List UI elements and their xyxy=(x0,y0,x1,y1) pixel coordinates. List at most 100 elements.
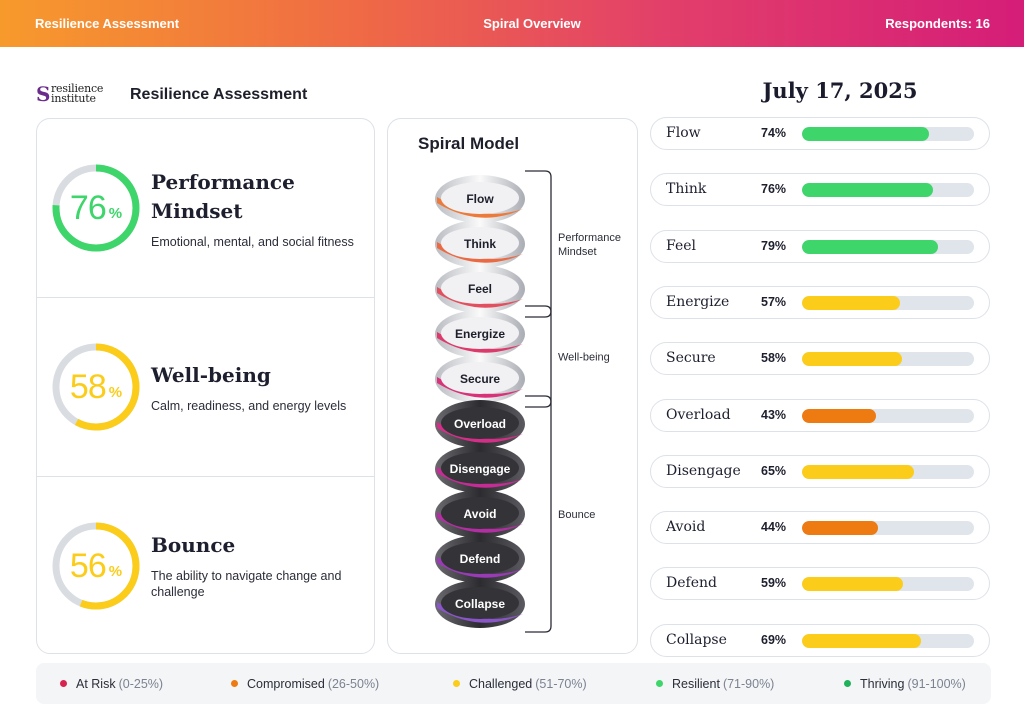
score-value: 56 xyxy=(69,546,107,585)
spiral-label: Avoid xyxy=(464,507,497,521)
score-name: Overload xyxy=(666,406,731,423)
score-percent: 57% xyxy=(761,294,787,309)
progress-fill xyxy=(802,239,938,254)
spiral-model-title: Spiral Model xyxy=(418,134,520,153)
progress-fill xyxy=(802,633,921,648)
progress-fill xyxy=(802,577,904,592)
score-name: Think xyxy=(666,181,707,198)
group-bracket xyxy=(525,395,552,633)
score-row-avoid: Avoid 44% xyxy=(650,511,990,545)
score-percent: 79% xyxy=(761,238,787,253)
spiral-ribbon xyxy=(437,512,523,533)
score-percent: 44% xyxy=(761,520,787,535)
group-label: Performance xyxy=(558,232,621,244)
score-name: Collapse xyxy=(666,631,727,648)
logo-text-line1: resilience xyxy=(51,82,104,95)
spiral-level-overload: Overload xyxy=(435,400,525,448)
spiral-face xyxy=(441,227,519,259)
progress-fill xyxy=(802,183,933,198)
spiral-model-card: Spiral Model Flow Think Feel Energize Secure… xyxy=(387,118,638,654)
score-row-disengage: Disengage 65% xyxy=(650,454,990,488)
score-row-flow: Flow 74% xyxy=(650,117,990,150)
category-summary-card: 76% Performance Mindset Emotional, mental… xyxy=(36,118,375,654)
progress-track xyxy=(802,577,974,592)
spiral-label: Secure xyxy=(460,372,500,386)
spiral-label: Energize xyxy=(455,327,505,341)
spiral-ribbon xyxy=(437,287,523,308)
progress-fill xyxy=(802,127,930,141)
spiral-level-disengage: Disengage xyxy=(435,445,525,493)
spiral-ribbon xyxy=(437,422,523,443)
progress-track xyxy=(802,295,974,310)
progress-track xyxy=(802,633,974,648)
legend-dot xyxy=(231,680,238,687)
progress-track xyxy=(802,464,974,479)
spiral-level-think: Think xyxy=(435,220,525,268)
legend-label: Resilient xyxy=(672,677,720,691)
score-percent: 58% xyxy=(761,351,787,366)
progress-track xyxy=(802,239,974,254)
progress-track xyxy=(802,352,974,367)
score-row-collapse: Collapse 69% xyxy=(650,623,990,657)
score-name: Disengage xyxy=(666,462,741,479)
percent-sign: % xyxy=(108,204,123,222)
percent-sign: % xyxy=(108,383,123,401)
spiral-ribbon xyxy=(437,242,523,263)
section-description-line: challenge xyxy=(151,585,205,599)
section-title: Bounce xyxy=(151,531,351,560)
legend-label: At Risk xyxy=(76,677,116,691)
section-description: Emotional, mental, and social fitness xyxy=(151,234,366,250)
score-name: Flow xyxy=(666,125,701,141)
spiral-face xyxy=(441,362,519,394)
section-description-line: Emotional, mental, and social fitness xyxy=(151,235,354,249)
legend-range: (26-50%) xyxy=(327,677,380,691)
spiral-label: Feel xyxy=(468,282,492,296)
score-percent: 74% xyxy=(761,126,787,140)
progress-track xyxy=(802,521,974,536)
section-title-line: Performance xyxy=(151,170,295,194)
spiral-ribbon xyxy=(437,332,523,353)
spiral-diagram: Flow Think Feel Energize Secure Overload Disen… xyxy=(435,170,621,633)
score-name: Avoid xyxy=(666,519,706,536)
legend: At Risk (0-25%) Compromised (26-50%) Chall… xyxy=(36,663,991,704)
score-row-overload: Overload 43% xyxy=(650,398,990,432)
section-title: Performance Mindset xyxy=(151,168,351,226)
progress-track xyxy=(802,127,974,141)
score-row-energize: Energize 57% xyxy=(650,285,990,319)
section-title: Well-being xyxy=(151,361,351,390)
group-label: Well-being xyxy=(558,352,610,364)
score-row-defend: Defend 59% xyxy=(650,567,990,601)
spiral-ribbon xyxy=(437,377,523,398)
spiral-ribbon xyxy=(437,467,523,488)
group-label: Bounce xyxy=(558,509,595,521)
spiral-label: Flow xyxy=(466,192,494,206)
progress-fill xyxy=(802,295,901,310)
progress-fill xyxy=(802,521,878,536)
section-title-line: Mindset xyxy=(151,199,243,223)
legend-range: (71-90%) xyxy=(722,677,775,691)
section-description: The ability to navigate change and challe… xyxy=(151,568,366,600)
score-row-think: Think 76% xyxy=(650,173,990,207)
score-percent: 59% xyxy=(761,576,787,591)
legend-label: Thriving xyxy=(860,677,905,691)
legend-label: Compromised xyxy=(247,677,325,691)
score-name: Defend xyxy=(666,575,717,592)
score-name: Feel xyxy=(666,237,696,254)
score-percent: 43% xyxy=(761,407,787,422)
spiral-face xyxy=(441,182,519,214)
spiral-face xyxy=(441,452,519,484)
spiral-level-flow: Flow xyxy=(435,175,525,223)
progress-fill xyxy=(802,464,914,479)
score-ring: 58% xyxy=(51,342,141,432)
score-name: Secure xyxy=(666,350,716,367)
spiral-label: Defend xyxy=(460,552,501,566)
spiral-face xyxy=(441,587,519,619)
spiral-label: Disengage xyxy=(450,462,511,476)
section-description: Calm, readiness, and energy levels xyxy=(151,398,366,414)
group-bracket xyxy=(525,170,552,318)
spiral-face xyxy=(441,542,519,574)
score-percent: 65% xyxy=(761,463,787,478)
spiral-level-energize: Energize xyxy=(435,310,525,358)
section-title-line: Bounce xyxy=(151,533,236,557)
resilience-institute-logo: S resilience institute xyxy=(36,83,108,105)
